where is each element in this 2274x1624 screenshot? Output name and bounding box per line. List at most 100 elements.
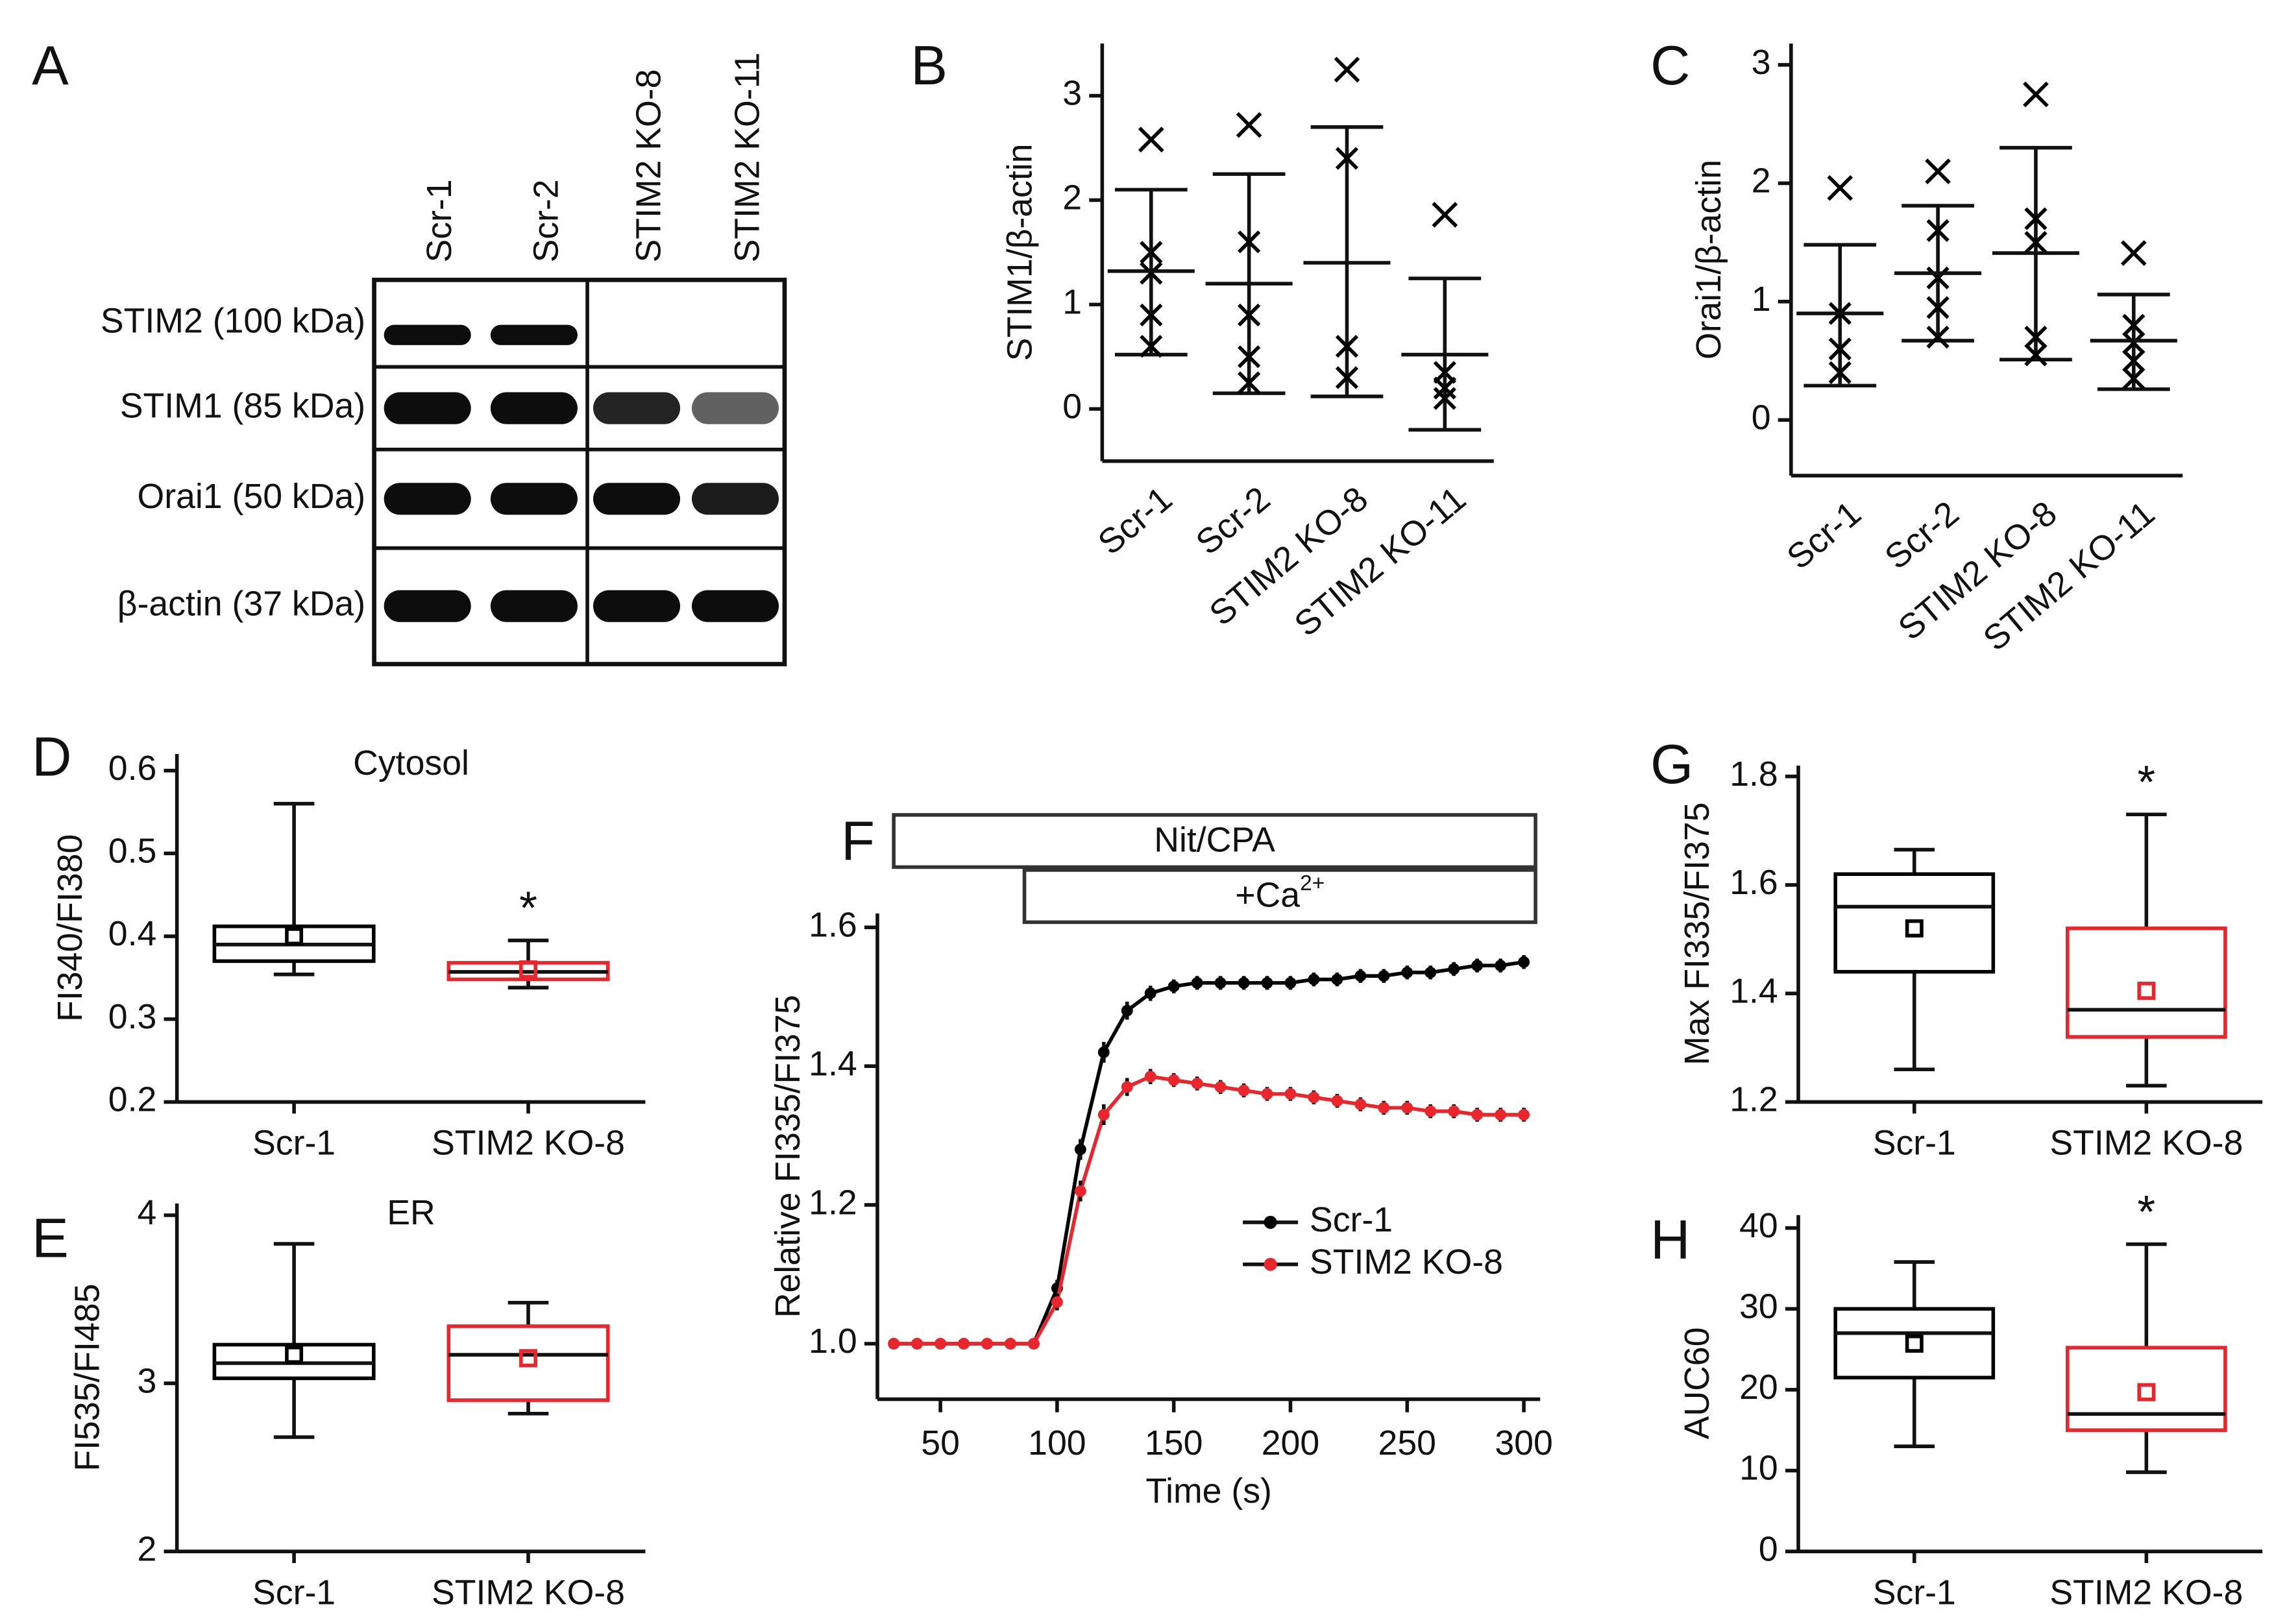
y-tick-label: 0.3 xyxy=(108,997,157,1036)
y-tick-label: 1.2 xyxy=(1730,1080,1778,1119)
point xyxy=(1168,1074,1180,1086)
band xyxy=(384,483,471,515)
point xyxy=(1926,296,1950,319)
x-tick-label: 250 xyxy=(1378,1424,1436,1462)
point xyxy=(2122,332,2146,355)
treatment-label: Nit/CPA xyxy=(1154,821,1275,860)
band xyxy=(593,590,681,622)
y-tick-label: 0.6 xyxy=(108,749,157,788)
point xyxy=(1121,1004,1133,1017)
point xyxy=(1238,230,1261,254)
mean xyxy=(285,1346,304,1364)
panel-title: Cytosol xyxy=(353,744,469,782)
point xyxy=(1144,987,1156,999)
point xyxy=(1238,371,1261,394)
mean xyxy=(2137,1383,2156,1401)
y-tick-label: 1.6 xyxy=(1730,863,1778,902)
point xyxy=(1097,1046,1110,1058)
x-tick-label: Scr-2 xyxy=(1189,479,1278,562)
band xyxy=(490,392,578,424)
x-tick-label: Scr-1 xyxy=(1873,1573,1956,1612)
point xyxy=(1140,335,1163,358)
band xyxy=(593,483,681,515)
x-tick-label: 200 xyxy=(1262,1424,1319,1462)
y-axis-label: STIM1/β-actin xyxy=(1001,144,1040,361)
lane-label: STIM2 KO-8 xyxy=(630,69,668,263)
panel-letter: E xyxy=(32,1207,69,1269)
point xyxy=(2122,367,2146,391)
point xyxy=(1074,1143,1086,1156)
outlier xyxy=(1138,127,1164,152)
x-tick-label: STIM2 KO-8 xyxy=(2049,1124,2243,1163)
y-tick-label: 1.4 xyxy=(1730,971,1778,1010)
mean xyxy=(1905,919,1924,938)
panel-letter: H xyxy=(1650,1209,1690,1270)
series-line xyxy=(894,960,1524,1346)
point xyxy=(1214,976,1227,989)
point xyxy=(1140,261,1163,285)
outlier xyxy=(1827,175,1853,201)
y-axis-label: FI340/FI380 xyxy=(51,834,90,1022)
box xyxy=(1833,872,1996,974)
point xyxy=(1214,1081,1227,1093)
point xyxy=(1828,337,1852,361)
y-tick-label: 40 xyxy=(1739,1206,1778,1245)
point xyxy=(1518,956,1530,968)
row-label: β-actin (37 kDa) xyxy=(117,584,366,623)
mean xyxy=(285,927,304,946)
point xyxy=(1074,1185,1086,1197)
point xyxy=(1097,1109,1110,1121)
point xyxy=(1378,970,1390,982)
x-tick-label: Scr-1 xyxy=(1873,1124,1956,1163)
point xyxy=(1926,266,1950,289)
point xyxy=(1401,1102,1413,1114)
point xyxy=(911,1338,923,1350)
point xyxy=(1308,1091,1320,1104)
band xyxy=(691,483,779,515)
row-label: STIM1 (85 kDa) xyxy=(120,386,365,425)
point xyxy=(1027,1338,1040,1350)
point xyxy=(888,1338,900,1350)
point xyxy=(1191,976,1203,989)
lane-label: Scr-2 xyxy=(526,179,565,262)
band xyxy=(691,392,779,424)
point xyxy=(2024,207,2048,230)
point xyxy=(1424,1105,1437,1117)
point xyxy=(1495,1109,1507,1121)
point xyxy=(1191,1078,1203,1089)
panel-letter: D xyxy=(32,726,71,788)
x-tick-label: Scr-1 xyxy=(1779,494,1868,577)
y-tick-label: 2 xyxy=(1752,162,1771,200)
point xyxy=(935,1338,947,1350)
x-tick-label: STIM2 KO-11 xyxy=(1287,479,1473,644)
mean xyxy=(1905,1334,1924,1353)
y-tick-label: 30 xyxy=(1739,1287,1778,1326)
band xyxy=(490,483,578,515)
y-tick-label: 3 xyxy=(1752,43,1771,82)
y-tick-label: 2 xyxy=(138,1529,157,1568)
outlier xyxy=(2023,81,2049,108)
legend-marker xyxy=(1264,1257,1277,1271)
point xyxy=(1335,335,1359,358)
box xyxy=(1833,1307,1996,1380)
y-tick-label: 1.6 xyxy=(809,905,857,944)
point xyxy=(2122,349,2146,372)
box xyxy=(446,1324,610,1402)
treatment-sup: 2+ xyxy=(1300,871,1325,895)
point xyxy=(1238,303,1261,327)
x-tick-label: STIM2 KO-8 xyxy=(432,1573,625,1612)
x-tick-label: 100 xyxy=(1028,1424,1086,1462)
mean xyxy=(2137,982,2156,1000)
point xyxy=(1238,345,1261,369)
point xyxy=(958,1338,970,1350)
point xyxy=(2024,231,2048,254)
x-tick-label: STIM2 KO-8 xyxy=(432,1124,625,1163)
y-axis-label: Max FI335/FI375 xyxy=(1678,803,1717,1065)
point xyxy=(1261,1088,1273,1100)
outlier xyxy=(1334,56,1360,83)
mean xyxy=(519,1349,537,1368)
point xyxy=(1051,1296,1063,1308)
point xyxy=(1926,219,1950,242)
lane-label: STIM2 KO-11 xyxy=(728,53,767,263)
outlier xyxy=(1925,158,1951,185)
